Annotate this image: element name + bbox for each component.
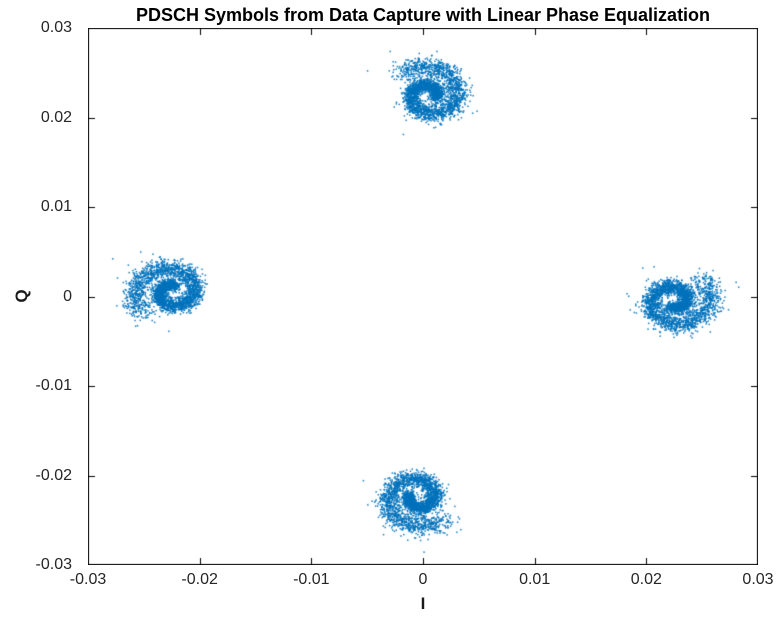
x-tick-label: 0.03 bbox=[742, 571, 774, 588]
x-tick-label: -0.03 bbox=[69, 571, 107, 588]
y-tick-label: -0.03 bbox=[35, 556, 72, 573]
x-tick-label: 0.01 bbox=[519, 571, 551, 588]
x-tick-label: -0.01 bbox=[293, 571, 330, 588]
y-tick-label: 0 bbox=[63, 287, 72, 305]
scatter-plot-canvas bbox=[88, 28, 758, 565]
x-axis-label: I bbox=[420, 594, 426, 613]
plot-area bbox=[88, 28, 758, 565]
x-tick-label: 0 bbox=[418, 571, 428, 588]
y-axis-label: Q bbox=[12, 289, 31, 303]
y-tick-label: 0.03 bbox=[40, 19, 72, 36]
y-tick-label: 0.02 bbox=[40, 108, 72, 126]
chart-title: PDSCH Symbols from Data Capture with Lin… bbox=[135, 5, 711, 25]
x-tick-label: -0.02 bbox=[181, 571, 218, 588]
y-tick-label: -0.01 bbox=[35, 377, 72, 394]
x-tick-label: 0.02 bbox=[630, 571, 662, 588]
y-tick-label: -0.02 bbox=[35, 466, 72, 484]
y-tick-label: 0.01 bbox=[40, 198, 72, 215]
